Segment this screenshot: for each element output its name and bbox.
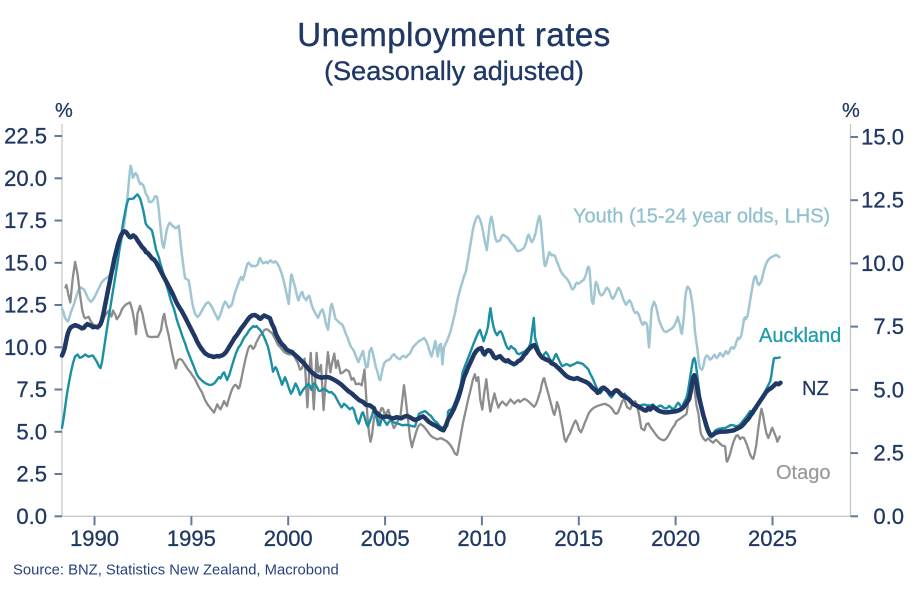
svg-text:(Seasonally adjusted): (Seasonally adjusted) <box>324 56 584 86</box>
svg-text:12.5: 12.5 <box>4 293 47 318</box>
svg-text:Otago: Otago <box>776 462 830 484</box>
svg-text:Youth (15-24 year olds, LHS): Youth (15-24 year olds, LHS) <box>573 206 830 228</box>
svg-text:7.5: 7.5 <box>873 314 904 339</box>
svg-text:2005: 2005 <box>361 526 410 551</box>
svg-text:5.0: 5.0 <box>873 377 904 402</box>
svg-text:10.0: 10.0 <box>861 251 904 276</box>
svg-text:1995: 1995 <box>167 526 216 551</box>
svg-text:1990: 1990 <box>70 526 119 551</box>
svg-text:0.0: 0.0 <box>16 504 47 529</box>
svg-text:17.5: 17.5 <box>4 208 47 233</box>
svg-text:15.0: 15.0 <box>861 125 904 150</box>
svg-text:2.5: 2.5 <box>16 462 47 487</box>
svg-text:%: % <box>55 100 73 122</box>
svg-text:10.0: 10.0 <box>4 335 47 360</box>
svg-text:2000: 2000 <box>264 526 313 551</box>
svg-text:2010: 2010 <box>457 526 506 551</box>
svg-text:Auckland: Auckland <box>759 325 841 347</box>
svg-text:%: % <box>842 100 860 122</box>
svg-text:15.0: 15.0 <box>4 250 47 275</box>
svg-text:12.5: 12.5 <box>861 188 904 213</box>
svg-text:Source: BNZ, Statistics New Ze: Source: BNZ, Statistics New Zealand, Mac… <box>13 563 339 579</box>
svg-text:20.0: 20.0 <box>4 166 47 191</box>
svg-text:2015: 2015 <box>554 526 603 551</box>
svg-text:2020: 2020 <box>651 526 700 551</box>
svg-text:22.5: 22.5 <box>4 124 47 149</box>
svg-text:7.5: 7.5 <box>16 377 47 402</box>
svg-text:0.0: 0.0 <box>873 504 904 529</box>
svg-text:NZ: NZ <box>802 378 829 400</box>
svg-text:2025: 2025 <box>748 526 797 551</box>
svg-text:2.5: 2.5 <box>873 441 904 466</box>
svg-text:Unemployment rates: Unemployment rates <box>297 16 610 53</box>
svg-text:5.0: 5.0 <box>16 419 47 444</box>
